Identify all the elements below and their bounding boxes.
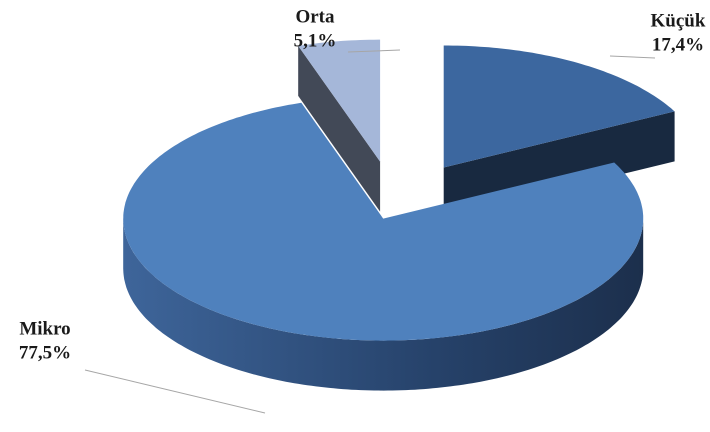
- slice-wall: [123, 218, 644, 391]
- slice: [298, 39, 381, 162]
- slice-label: Mikro: [19, 318, 70, 339]
- slice-value-label: 5,1%: [294, 30, 337, 51]
- slice-value-label: 17,4%: [652, 34, 704, 55]
- pie: [123, 39, 675, 391]
- leader-line: [347, 49, 401, 53]
- labels: Küçük 17,4% Mikro 77,5% Orta 5,1%: [19, 6, 706, 414]
- slice: [443, 45, 675, 168]
- leader-line: [84, 369, 266, 414]
- leader-line: [609, 55, 656, 59]
- slice: [123, 102, 644, 341]
- slice-value-label: 77,5%: [19, 342, 71, 363]
- slice-label: Küçük: [651, 10, 706, 31]
- slice-label: Orta: [295, 6, 335, 27]
- slice-side: [298, 45, 381, 212]
